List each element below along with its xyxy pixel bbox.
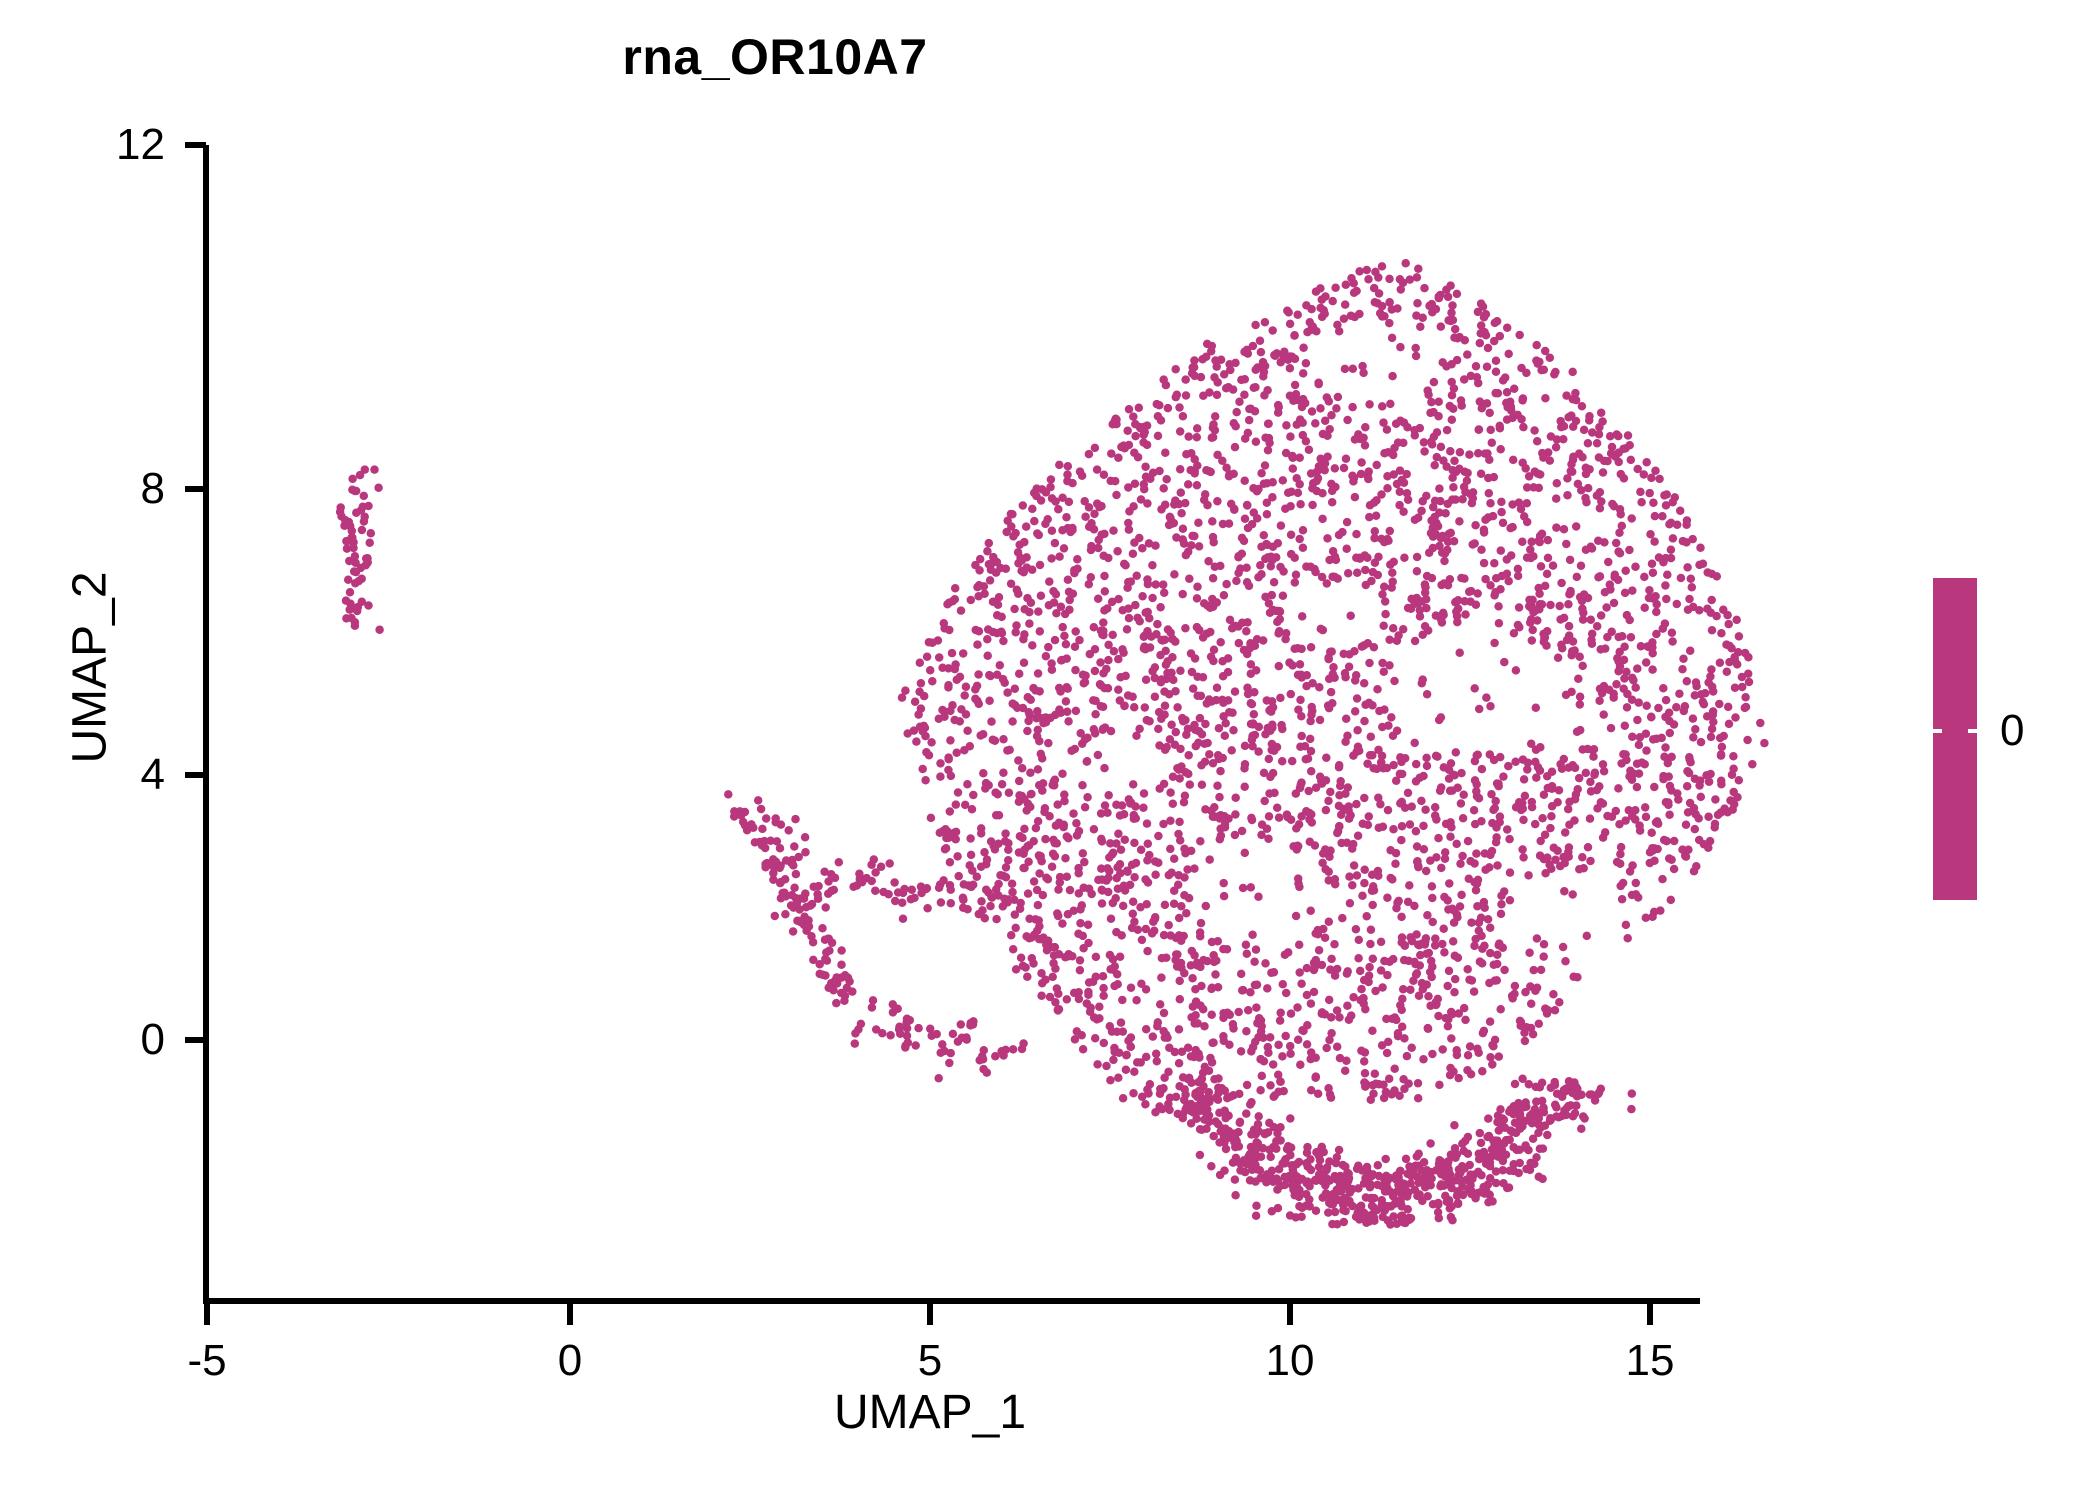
- x-tick-label-10: 10: [1265, 1336, 1315, 1385]
- page-title: rna_OR10A7: [622, 29, 928, 85]
- y-tick-label-8: 8: [140, 464, 165, 513]
- x-tick-label-minus5: -5: [187, 1336, 227, 1385]
- data-point-group: [335, 259, 1769, 1229]
- legend-color-swatch: [1933, 578, 1977, 900]
- x-tick-label-0: 0: [557, 1336, 583, 1385]
- x-tick-label-15: 15: [1625, 1336, 1675, 1385]
- x-axis-title: UMAP_1: [833, 1386, 1027, 1439]
- legend-value-label: 0: [2000, 706, 2025, 755]
- y-tick-label-0: 0: [140, 1015, 165, 1064]
- axis-lines: [185, 142, 1700, 1325]
- x-tick-label-5: 5: [917, 1336, 943, 1385]
- y-tick-label-12: 12: [116, 120, 165, 169]
- y-tick-label-4: 4: [140, 750, 165, 799]
- legend-colorbar: [1933, 578, 1977, 900]
